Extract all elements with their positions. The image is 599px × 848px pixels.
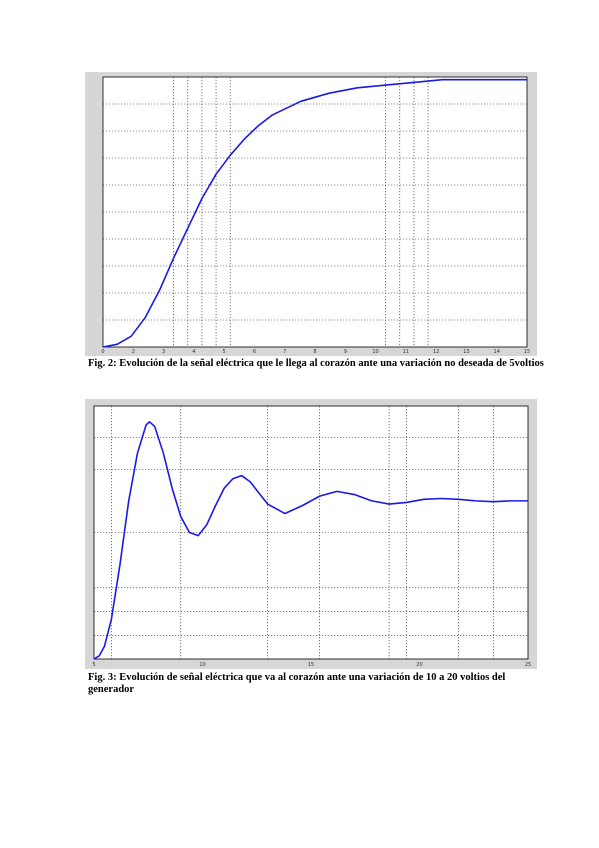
x-tick-label: 4 — [192, 349, 195, 355]
x-tick-label: 3 — [162, 349, 165, 355]
figure-3-chart: 5 10 15 20 25 — [92, 405, 531, 668]
figure-2-chart: 0 2 3 4 5 6 7 8 9 10 11 12 13 14 15 — [101, 76, 530, 355]
x-tick-label: 5 — [223, 349, 226, 355]
series-line — [102, 78, 527, 348]
figure-3-caption: Fig. 3: Evolución de señal eléctrica que… — [88, 672, 506, 695]
x-tick-label: 15 — [524, 349, 530, 355]
x-tick-label: 9 — [344, 349, 347, 355]
x-tick-label: 5 — [92, 662, 95, 668]
x-tick-label: 15 — [308, 662, 314, 668]
x-tick-label: 6 — [253, 349, 256, 355]
figure-3-plot: 5 10 15 20 25 — [85, 399, 537, 669]
figure-2-plot: 0 2 3 4 5 6 7 8 9 10 11 12 13 14 15 — [85, 72, 537, 356]
x-tick-label: 13 — [463, 349, 469, 355]
x-tick-label: 10 — [199, 662, 205, 668]
x-tick-label: 8 — [313, 349, 316, 355]
x-tick-label: 14 — [494, 349, 500, 355]
x-tick-label: 20 — [416, 662, 422, 668]
x-tick-label: 0 — [101, 349, 104, 355]
x-tick-label: 2 — [132, 349, 135, 355]
series-line — [93, 421, 528, 660]
x-tick-label: 25 — [525, 662, 531, 668]
x-tick-label: 12 — [433, 349, 439, 355]
x-tick-label: 7 — [283, 349, 286, 355]
figure-2-caption: Fig. 2: Evolución de la señal eléctrica … — [88, 358, 544, 369]
x-tick-label: 11 — [403, 349, 409, 355]
x-tick-label: 10 — [372, 349, 378, 355]
